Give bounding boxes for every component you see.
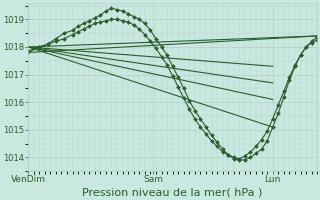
X-axis label: Pression niveau de la mer( hPa ): Pression niveau de la mer( hPa ) xyxy=(83,187,263,197)
